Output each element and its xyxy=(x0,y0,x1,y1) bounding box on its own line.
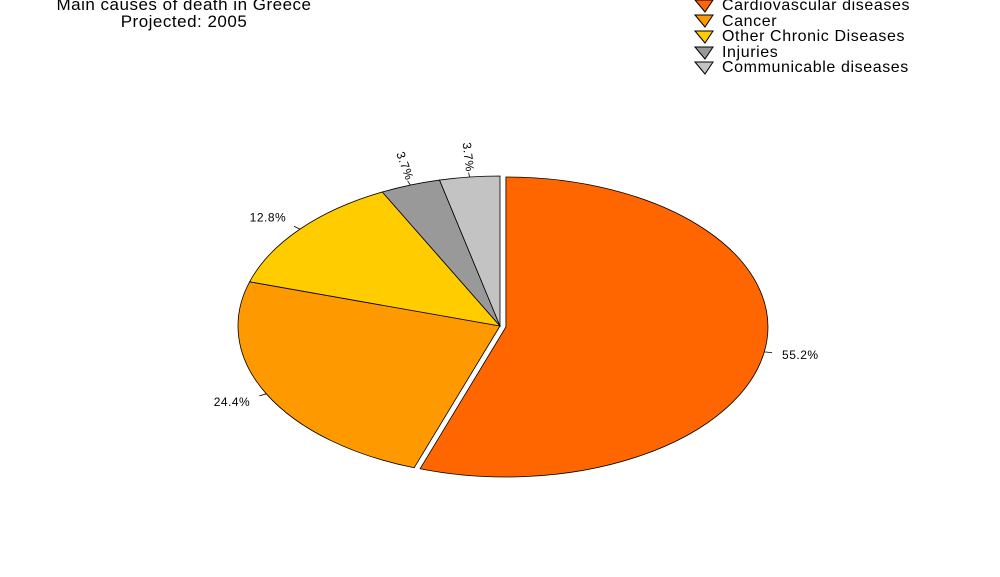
pie-label-tick xyxy=(764,351,773,354)
legend-item-injuries: Injuries xyxy=(694,43,910,61)
chart-subtitle: Projected: 2005 xyxy=(120,12,248,31)
legend-item-communicable: Communicable diseases xyxy=(694,60,910,76)
chart-title: Main causes of death in Greece xyxy=(56,0,312,14)
legend-item-cardiovascular: Cardiovascular diseases xyxy=(694,0,910,14)
pie-label-tick xyxy=(259,393,267,397)
legend-label-communicable: Communicable diseases xyxy=(722,59,909,77)
pie-label-injuries: 3.7% xyxy=(393,150,416,182)
chart-legend: Cardiovascular diseases Cancer Other Chr… xyxy=(694,0,910,76)
legend-swatch-shape xyxy=(694,61,714,76)
pie-label-other-chronic-diseases: 12.8% xyxy=(250,211,287,225)
legend-swatch-other-chronic xyxy=(694,30,714,44)
legend-label-injuries: Injuries xyxy=(722,43,779,61)
legend-swatch-shape xyxy=(694,0,714,13)
pie-label-cardiovascular-diseases: 55.2% xyxy=(782,348,819,362)
legend-label-other-chronic: Other Chronic Diseases xyxy=(722,28,906,46)
legend-swatch-communicable xyxy=(694,61,714,76)
legend-item-cancer: Cancer xyxy=(694,12,910,30)
legend-swatch-shape xyxy=(694,46,714,60)
legend-swatch-shape xyxy=(694,14,714,29)
legend-item-other-chronic: Other Chronic Diseases xyxy=(694,29,910,45)
legend-swatch-cancer xyxy=(694,14,714,29)
pie-label-tick xyxy=(468,172,470,178)
pie-label-communicable-diseases: 3.7% xyxy=(460,142,477,173)
pie-label-tick xyxy=(407,180,411,186)
pie-slice-communicable-diseases xyxy=(438,175,501,327)
legend-swatch-shape xyxy=(694,30,714,44)
legend-swatch-cardiovascular xyxy=(694,0,714,13)
pie-label-cancer: 24.4% xyxy=(214,395,251,409)
pie-label-tick xyxy=(293,225,301,230)
legend-label-cardiovascular: Cardiovascular diseases xyxy=(722,0,911,14)
chart-title-block: Main causes of death in Greece Projected… xyxy=(0,0,368,30)
legend-label-cancer: Cancer xyxy=(722,12,778,30)
pie-slice-cardiovascular-diseases xyxy=(419,176,769,478)
legend-swatch-injuries xyxy=(694,46,714,60)
